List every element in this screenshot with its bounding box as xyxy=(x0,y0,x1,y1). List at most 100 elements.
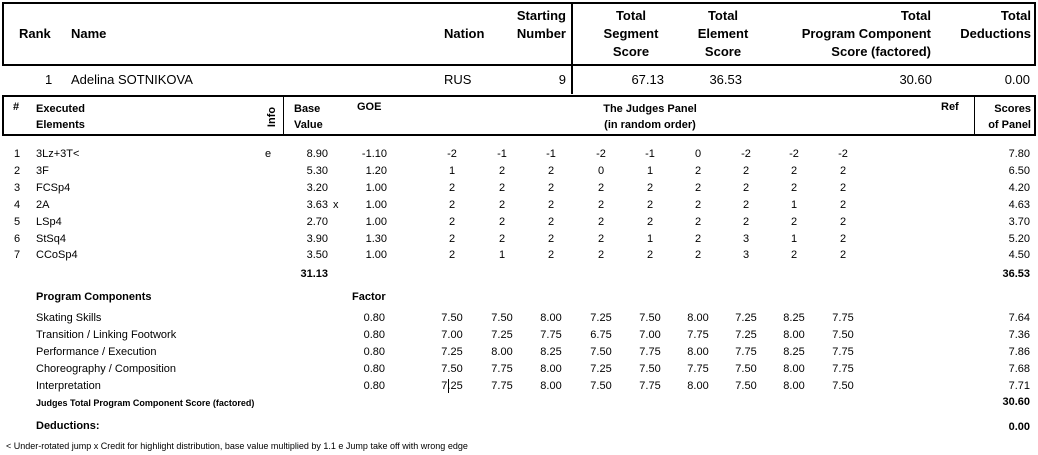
skater-tss: 67.13 xyxy=(631,72,664,87)
components-header: Program Components xyxy=(36,291,152,303)
header-line: Deductions xyxy=(960,26,1031,41)
judge-mark: 7.25 xyxy=(491,328,513,341)
judge-score: 2 xyxy=(448,181,456,194)
judge-mark: 8.00 xyxy=(540,379,562,392)
judge-score: 2 xyxy=(742,164,750,177)
judge-mark: 7.00 xyxy=(639,328,661,341)
element-base-value: 3.20 xyxy=(306,181,328,194)
component-name: Skating Skills xyxy=(36,312,102,324)
header-line: (in random order) xyxy=(604,119,696,131)
element-number: 2 xyxy=(14,164,21,177)
judge-score: -2 xyxy=(596,148,606,160)
header-line: Total xyxy=(1000,8,1031,23)
component-factor: 0.80 xyxy=(363,345,385,358)
element-goe: -1.10 xyxy=(361,148,387,160)
header-line: of Panel xyxy=(988,119,1031,131)
judge-score: 2 xyxy=(742,181,750,194)
element-number: 3 xyxy=(14,181,21,194)
judge-score: 2 xyxy=(790,181,798,194)
header-info: Info xyxy=(266,104,282,132)
component-score: 7.36 xyxy=(1008,328,1030,341)
divider xyxy=(2,2,1036,4)
component-score: 7.86 xyxy=(1008,345,1030,358)
judge-mark: 7.75 xyxy=(735,345,757,358)
header-name: Name xyxy=(71,26,107,41)
judge-mark: 8.00 xyxy=(491,345,513,358)
judge-mark: 7.50 xyxy=(832,328,854,341)
element-number: 1 xyxy=(14,148,21,160)
divider xyxy=(571,2,573,94)
header-line: Total xyxy=(707,8,739,23)
judge-score: 2 xyxy=(694,249,702,262)
judge-score: 0 xyxy=(597,164,605,177)
element-bonus-flag: x xyxy=(333,198,339,211)
judge-score: 2 xyxy=(498,198,506,211)
header-line: Segment xyxy=(603,26,659,41)
component-score: 7.68 xyxy=(1008,362,1030,375)
component-score: 7.71 xyxy=(1008,379,1030,392)
judge-score: 2 xyxy=(694,198,702,211)
judge-mark: 7.75 xyxy=(832,312,854,324)
components-total-label: Judges Total Program Component Score (fa… xyxy=(36,398,255,408)
element-base-value: 3.63 xyxy=(306,198,328,211)
judge-mark: 7.50 xyxy=(639,362,661,375)
judge-score: 2 xyxy=(742,198,750,211)
judge-mark: 8.00 xyxy=(783,328,805,341)
element-panel-score: 6.50 xyxy=(1008,164,1030,177)
element-goe: 1.00 xyxy=(365,181,387,194)
header-starting-number: Starting Number xyxy=(500,7,566,43)
header-line: Elements xyxy=(36,119,85,131)
judge-mark: 7.50 xyxy=(441,312,463,324)
header-judges-panel: The Judges Panel (in random order) xyxy=(560,101,740,133)
judge-mark: 8.00 xyxy=(540,312,562,324)
header-line: Base xyxy=(294,103,321,115)
judge-score: 1 xyxy=(646,164,654,177)
judge-mark: 7.50 xyxy=(639,312,661,324)
judge-score: 2 xyxy=(839,215,847,228)
element-base-value: 3.50 xyxy=(306,249,328,262)
judge-mark: 7.50 xyxy=(590,379,612,392)
judge-mark: 8.25 xyxy=(540,345,562,358)
component-name: Transition / Linking Footwork xyxy=(36,328,177,341)
element-base-value: 3.90 xyxy=(306,232,328,245)
judge-mark: 7.50 xyxy=(491,312,513,324)
header-line: Score xyxy=(704,44,742,59)
element-name: 3F xyxy=(36,164,49,177)
skater-starting-number: 9 xyxy=(558,72,566,87)
judge-score: 2 xyxy=(742,215,750,228)
judge-score: 2 xyxy=(839,198,847,211)
components-total-score: 30.60 xyxy=(1002,396,1030,408)
element-goe: 1.00 xyxy=(365,198,387,211)
text-cursor xyxy=(448,379,449,393)
judge-score: 1 xyxy=(498,249,506,262)
header-pcs: Total Program Component Score (factored) xyxy=(780,7,931,61)
judge-mark: 8.00 xyxy=(783,379,805,392)
component-name: Performance / Execution xyxy=(36,345,157,358)
element-panel-score: 7.80 xyxy=(1008,148,1030,160)
header-line: Element xyxy=(697,26,749,41)
judge-score: 2 xyxy=(597,215,605,228)
header-deductions: Total Deductions xyxy=(940,7,1031,43)
judge-score: 1 xyxy=(646,232,654,245)
judge-score: 2 xyxy=(597,198,605,211)
judge-score: 2 xyxy=(448,198,456,211)
divider xyxy=(974,95,975,135)
header-line: Value xyxy=(294,119,323,131)
judge-mark: 7.25 xyxy=(735,312,757,324)
judge-score: -2 xyxy=(789,148,799,160)
judge-mark: 7.75 xyxy=(832,345,854,358)
judge-mark: 7.75 xyxy=(687,362,709,375)
component-factor: 0.80 xyxy=(363,379,385,392)
skater-pcs: 30.60 xyxy=(899,72,932,87)
judge-score: 2 xyxy=(646,215,654,228)
header-line: Total xyxy=(615,8,647,23)
element-panel-score: 4.20 xyxy=(1008,181,1030,194)
element-panel-score: 3.70 xyxy=(1008,215,1030,228)
judge-score: 2 xyxy=(694,232,702,245)
judge-score: -2 xyxy=(838,148,848,160)
header-tss: Total Segment Score xyxy=(586,7,676,61)
judge-score: 2 xyxy=(448,249,456,262)
judge-score: 2 xyxy=(498,215,506,228)
judge-score: 2 xyxy=(547,215,555,228)
header-nation: Nation xyxy=(444,26,485,41)
